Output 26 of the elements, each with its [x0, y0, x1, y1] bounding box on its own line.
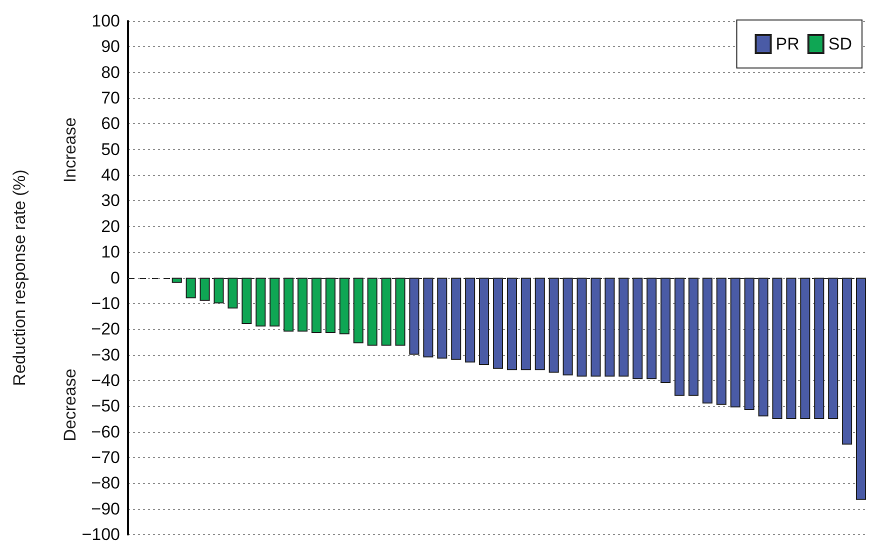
y-tick-label: 10 — [101, 242, 120, 262]
y-tick-label: −70 — [91, 448, 120, 467]
y-tick-label: −40 — [91, 370, 120, 390]
y-tick-label: −20 — [91, 320, 120, 339]
y-tick-label: 0 — [110, 268, 120, 288]
y-tick-label: −100 — [82, 525, 120, 543]
y-tick-label: −10 — [91, 294, 120, 313]
text: Decrease — [60, 368, 80, 442]
y-tick-label: −90 — [91, 499, 120, 518]
y-tick-label: −30 — [91, 345, 120, 364]
y-tick-label: 70 — [101, 88, 120, 108]
y-tick-label: 80 — [101, 62, 120, 82]
y-tick-label: 40 — [101, 166, 120, 185]
y-tick-label: 100 — [92, 12, 120, 30]
y-tick-label: 90 — [101, 37, 120, 56]
legend-label: PR — [776, 34, 800, 54]
y-tick-label: 20 — [101, 216, 120, 236]
text: Increase — [60, 117, 80, 183]
y-tick-label: −60 — [91, 422, 120, 442]
y-tick-label: 50 — [101, 140, 120, 159]
y-axis-title: Reduction response rate (%) — [10, 170, 29, 386]
y-tick-label: −50 — [91, 396, 120, 416]
legend-label: SD — [828, 34, 852, 54]
y-tick-label: 60 — [101, 114, 120, 134]
y-tick-label: 30 — [101, 191, 120, 210]
y-tick-label: −80 — [91, 474, 120, 493]
